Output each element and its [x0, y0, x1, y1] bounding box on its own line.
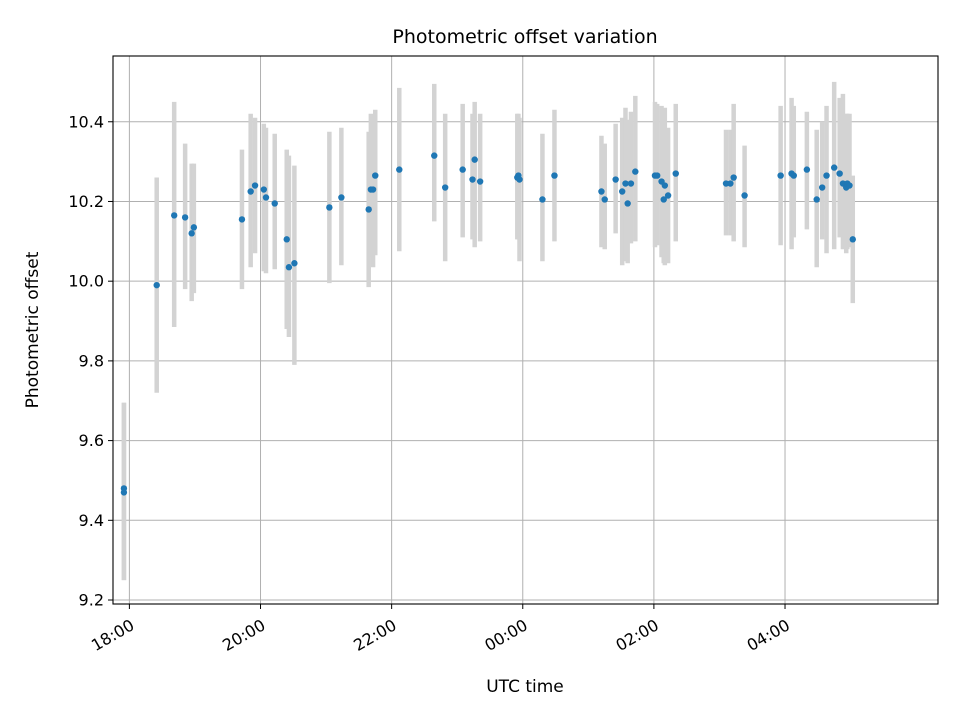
data-point — [627, 180, 635, 187]
data-point — [818, 184, 826, 191]
data-point — [813, 196, 820, 203]
data-point — [471, 156, 478, 163]
data-point — [291, 260, 298, 267]
data-point — [285, 264, 293, 271]
data-point — [431, 152, 438, 159]
y-axis-label: Photometric offset — [23, 251, 43, 408]
data-point — [849, 236, 856, 243]
data-point — [661, 182, 669, 189]
data-point — [632, 168, 639, 175]
data-point — [260, 186, 267, 193]
data-point — [238, 216, 246, 223]
y-tick-label: 9.2 — [79, 591, 104, 610]
data-point — [790, 172, 797, 179]
data-point — [601, 196, 608, 203]
data-point — [803, 166, 811, 173]
data-point — [271, 200, 278, 207]
data-points — [120, 152, 856, 496]
data-point — [476, 178, 484, 185]
data-point — [153, 281, 160, 289]
data-point — [181, 214, 189, 221]
data-point — [188, 230, 195, 237]
chart-title: Photometric offset variation — [392, 26, 657, 48]
y-tick-label: 10.0 — [68, 272, 104, 291]
data-point — [326, 204, 333, 211]
data-point — [283, 236, 290, 243]
data-point — [830, 164, 838, 171]
data-point — [372, 172, 379, 179]
data-point — [369, 186, 377, 193]
y-tick-label: 9.8 — [79, 351, 104, 370]
data-point — [190, 224, 198, 231]
data-point — [741, 192, 748, 199]
y-tick-label: 10.4 — [68, 112, 104, 131]
data-point — [624, 200, 631, 207]
plot-frame — [112, 55, 939, 605]
data-point — [247, 188, 254, 195]
data-point — [170, 212, 178, 219]
data-point — [846, 182, 853, 189]
data-point — [727, 180, 734, 187]
data-point — [551, 172, 558, 179]
x-axis-label: UTC time — [486, 677, 564, 697]
data-point — [598, 188, 605, 195]
data-point — [338, 194, 345, 201]
data-point — [365, 206, 372, 213]
data-point — [622, 180, 629, 187]
data-point — [664, 192, 672, 199]
y-tick-label: 9.6 — [79, 431, 104, 450]
data-point — [459, 166, 466, 173]
data-point — [672, 170, 679, 177]
data-point — [660, 196, 667, 203]
y-tick-label: 9.4 — [79, 511, 104, 530]
y-tick-label: 10.2 — [68, 192, 104, 211]
data-point — [619, 188, 626, 195]
data-point — [262, 194, 270, 201]
data-point — [441, 184, 449, 191]
data-point — [396, 166, 403, 173]
data-point — [823, 172, 830, 179]
data-point — [516, 176, 523, 183]
data-point — [653, 172, 661, 179]
data-point — [730, 174, 737, 181]
data-point — [777, 172, 784, 179]
data-point — [251, 182, 259, 189]
data-point — [836, 170, 843, 177]
data-point — [612, 176, 619, 183]
data-point — [539, 196, 546, 203]
data-point — [469, 176, 476, 183]
data-point — [120, 489, 128, 496]
